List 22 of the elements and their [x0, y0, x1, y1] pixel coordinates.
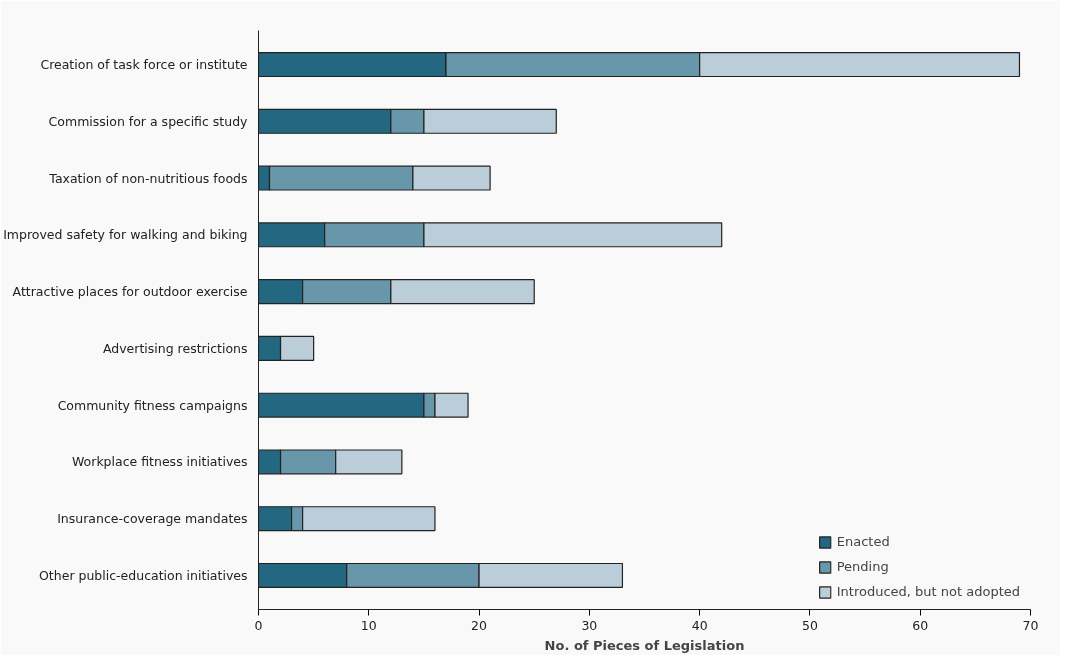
y-tick-label: Workplace fitness initiatives	[71, 454, 248, 470]
x-tick-label: 30	[581, 617, 598, 633]
legend-label: Pending	[836, 559, 889, 574]
x-tick-label: 50	[801, 617, 818, 633]
y-tick-label: Improved safety for walking and biking	[3, 227, 248, 243]
x-tick-label: 60	[912, 617, 929, 633]
x-axis-title: No. of Pieces of Legislation	[544, 637, 745, 653]
y-tick-label: Community fitness campaigns	[57, 397, 248, 413]
y-tick-label: Insurance-coverage mandates	[57, 511, 248, 527]
y-tick-label: Advertising restrictions	[102, 340, 248, 356]
legend-label: Enacted	[836, 534, 890, 549]
x-tick-label: 0	[254, 617, 263, 633]
y-tick-label: Other public-education initiatives	[39, 567, 248, 583]
x-tick-label: 40	[691, 617, 708, 633]
y-tick-label: Attractive places for outdoor exercise	[12, 284, 248, 300]
y-tick-label: Creation of task force or institute	[40, 57, 248, 73]
y-tick-label: Commission for a specific study	[48, 113, 249, 129]
x-tick-label: 20	[471, 617, 488, 633]
y-tick-label: Taxation of non-nutritious foods	[48, 170, 248, 186]
legend-label: Introduced, but not adopted	[836, 584, 1020, 599]
x-tick-label: 10	[360, 617, 377, 633]
x-tick-label: 70	[1022, 617, 1039, 633]
